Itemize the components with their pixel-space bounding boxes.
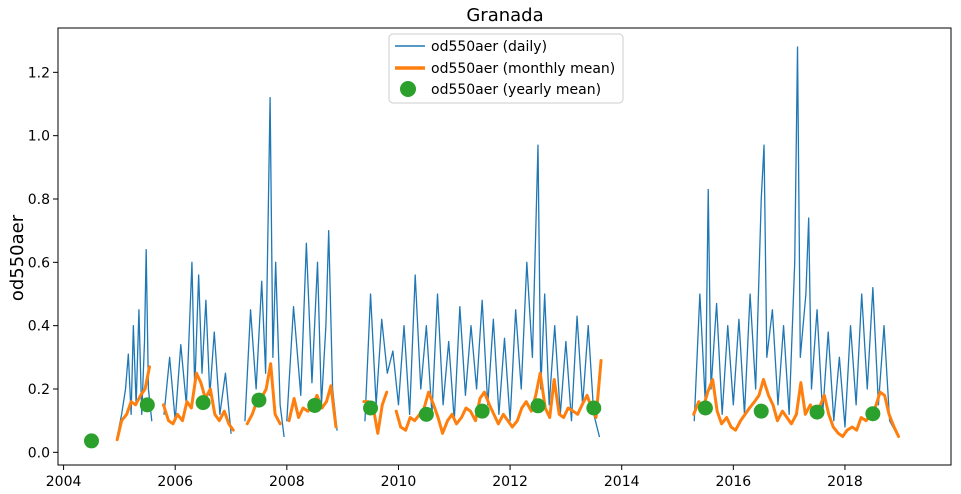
series-line-od550aer-daily-segment-3: [286, 230, 338, 431]
chart-title: Granada: [466, 5, 543, 26]
y-tick-label-5: 1.0: [28, 129, 50, 145]
plot-frame: [57, 27, 952, 466]
series-line-od550aer-monthly-mean-segment-0: [115, 365, 152, 442]
series-line-od550aer-daily-segment-2: [244, 97, 285, 438]
legend-swatch-yearly: [400, 81, 416, 97]
data-point-od550aer-yearly-mean-6: [418, 406, 434, 422]
legend-label-monthly: od550aer (monthly mean): [431, 61, 615, 77]
x-tick-label-6: 2016: [716, 474, 752, 490]
y-tick-label-6: 1.2: [28, 65, 50, 81]
series-layer: [83, 46, 901, 449]
data-point-od550aer-yearly-mean-4: [307, 397, 323, 413]
data-point-od550aer-yearly-mean-2: [195, 395, 211, 411]
data-point-od550aer-yearly-mean-1: [139, 397, 155, 413]
x-tick-label-3: 2010: [381, 474, 417, 490]
series-line-od550aer-monthly-mean-segment-6: [692, 378, 901, 438]
y-tick-label-3: 0.6: [28, 255, 50, 271]
data-point-od550aer-yearly-mean-5: [363, 400, 379, 416]
x-tick-label-0: 2004: [46, 474, 82, 490]
y-tick-label-4: 0.8: [28, 192, 50, 208]
legend-frame: [388, 33, 624, 104]
data-point-od550aer-yearly-mean-11: [753, 403, 769, 419]
x-tick-label-5: 2014: [604, 474, 640, 490]
series-line-od550aer-daily-segment-5: [693, 46, 899, 438]
x-tick-label-2: 2008: [269, 474, 305, 490]
y-tick-label-1: 0.2: [28, 382, 50, 398]
data-point-od550aer-yearly-mean-8: [530, 398, 546, 414]
series-line-od550aer-monthly-mean-segment-5: [394, 359, 603, 435]
x-tick-label-1: 2006: [157, 474, 193, 490]
plot-area: [83, 46, 901, 449]
y-axis-label: od550aer: [7, 214, 28, 301]
y-tick-label-0: 0.0: [28, 445, 50, 461]
axes-layer: 2004 2006 2008 2010 2012 2014 2016 2018 0.0 0.2 0.…: [28, 65, 863, 490]
legend-label-daily: od550aer (daily): [431, 39, 547, 55]
y-tick-label-2: 0.4: [28, 319, 50, 335]
legend: od550aer (daily) od550aer (monthly mean)…: [388, 33, 624, 104]
series-line-od550aer-daily-segment-1: [163, 261, 232, 434]
data-point-od550aer-yearly-mean-7: [474, 403, 490, 419]
legend-label-yearly: od550aer (yearly mean): [431, 82, 601, 98]
data-point-od550aer-yearly-mean-13: [865, 406, 881, 422]
series-line-od550aer-monthly-mean-segment-1: [161, 371, 235, 432]
x-tick-label-4: 2012: [492, 474, 528, 490]
series-line-od550aer-monthly-mean-segment-2: [245, 362, 282, 426]
data-point-od550aer-yearly-mean-10: [697, 400, 713, 416]
data-point-od550aer-yearly-mean-3: [251, 392, 267, 408]
data-point-od550aer-yearly-mean-9: [586, 400, 602, 416]
x-tick-label-7: 2018: [827, 474, 863, 490]
data-point-od550aer-yearly-mean-0: [83, 433, 99, 449]
series-line-od550aer-daily-segment-4: [364, 144, 601, 438]
data-point-od550aer-yearly-mean-12: [809, 404, 825, 420]
